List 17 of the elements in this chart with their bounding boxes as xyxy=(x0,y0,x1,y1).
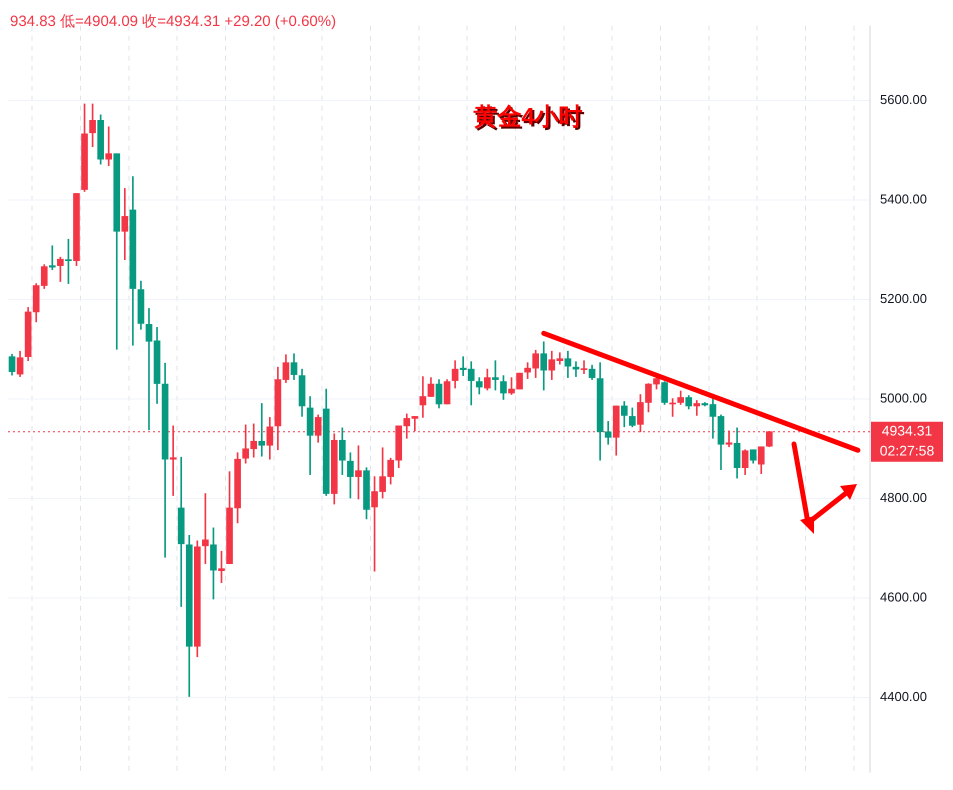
text: 黄金4小时 xyxy=(474,106,585,133)
candlestick xyxy=(218,550,225,583)
y-tick-label: 5200.00 xyxy=(880,291,927,306)
candlestick xyxy=(572,361,580,377)
candlestick xyxy=(355,445,362,500)
candlestick xyxy=(65,238,72,284)
y-tick-label: 4600.00 xyxy=(880,590,927,605)
annotation: 934.83 低=4904.09 收=4934.31 +29.20 (+0.60%) xyxy=(10,13,336,30)
y-tick-label: 5000.00 xyxy=(880,390,927,406)
y-tick-label: 4800.00 xyxy=(880,490,927,506)
y-tick-label: 5400.00 xyxy=(880,192,927,207)
ref-line-label: 4934.31 xyxy=(882,422,933,439)
candlestick xyxy=(580,360,588,374)
y-tick-label: 5600.00 xyxy=(880,92,927,108)
y-tick-label: 4400.00 xyxy=(880,689,927,704)
text: 02:27:58 xyxy=(880,442,934,459)
candlestick xyxy=(726,430,732,448)
